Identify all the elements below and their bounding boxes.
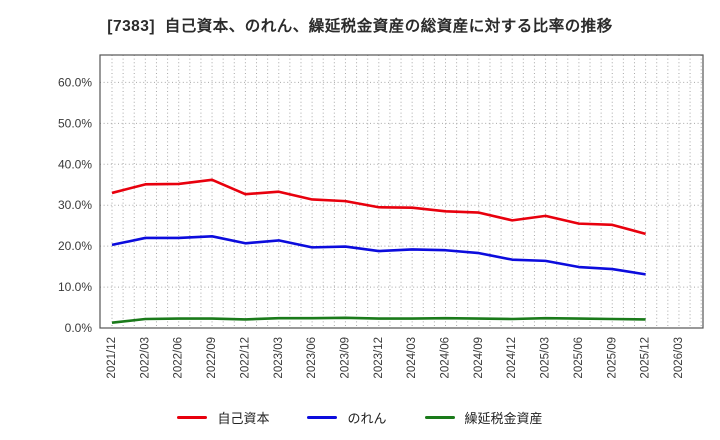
x-tick-label: 2022/09 [206,337,218,379]
legend-item-equity: 自己資本 [177,408,269,427]
y-tick-label: 20.0% [58,239,92,253]
x-tick-label: 2025/03 [540,337,552,379]
x-tick-label: 2025/09 [606,337,618,379]
x-tick-label: 2026/03 [673,337,685,379]
legend-label-goodwill: のれん [347,411,387,426]
x-tick-label: 2023/06 [306,337,318,379]
x-tick-label: 2021/12 [106,337,118,379]
x-tick-label: 2022/03 [139,337,151,379]
chart-title: [7383] 自己資本、のれん、繰延税金資産の総資産に対する比率の推移 [107,18,613,35]
x-tick-label: 2022/12 [239,337,251,379]
y-tick-label: 30.0% [58,198,92,212]
goodwill-line-swatch-icon [307,416,338,419]
x-tick-label: 2024/03 [406,337,418,379]
series-lines [111,178,646,324]
x-tick-label: 2023/09 [339,337,351,379]
grid-vertical [111,55,702,328]
x-tick-label: 2024/12 [506,337,518,379]
series-line-equity [111,178,646,236]
plot-frame [99,54,704,329]
equity-line-swatch-icon [177,416,208,419]
x-tick-label: 2023/12 [373,337,385,379]
x-tick-label: 2025/12 [640,337,652,379]
series-line-goodwill [111,235,646,276]
x-tick-label: 2024/06 [440,337,452,379]
x-tick-labels: 2021/12 2022/03 2022/06 2022/09 2022/12 2023/… [106,337,685,379]
legend-label-equity: 自己資本 [217,411,270,426]
y-tick-label: 50.0% [58,116,92,130]
x-tick-label: 2025/06 [573,337,585,379]
x-tick-label: 2022/06 [173,337,185,379]
y-tick-label: 0.0% [65,321,93,335]
x-tick-label: 2023/03 [273,337,285,379]
legend-item-deferred-tax-assets: 繰延税金資産 [424,408,543,427]
legend-item-goodwill: のれん [307,408,387,427]
chart-legend: 自己資本 のれん 繰延税金資産 [0,408,720,427]
deferred-tax-assets-line-swatch-icon [424,416,455,419]
x-tick-label: 2024/09 [473,337,485,379]
y-tick-labels: 0.0% 10.0% 20.0% 30.0% 40.0% 50.0% 60.0% [58,75,92,335]
chart-canvas: 0.0% 10.0% 20.0% 30.0% 40.0% 50.0% 60.0% 2021/1… [58,54,704,379]
y-tick-label: 60.0% [58,75,92,89]
y-tick-label: 10.0% [58,280,92,294]
series-line-deferred-tax-assets [111,316,646,324]
y-tick-label: 40.0% [58,157,92,171]
legend-label-deferred-tax-assets: 繰延税金資産 [464,411,543,426]
